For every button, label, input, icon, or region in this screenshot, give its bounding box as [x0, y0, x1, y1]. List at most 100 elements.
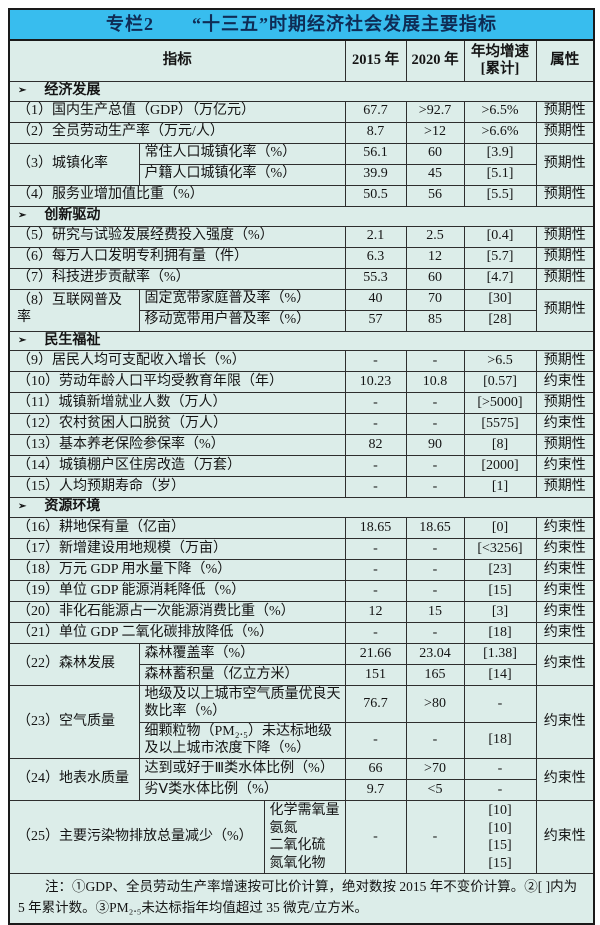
row24-sub1-2015: 66 — [344, 758, 407, 781]
row23-attribute: 约束性 — [535, 685, 595, 760]
row25-2020: - — [405, 800, 465, 875]
row25-attribute: 约束性 — [535, 800, 595, 875]
table-row: （14）城镇棚户区住房改造（万套） - - [2000] 约束性 — [8, 455, 595, 478]
row1-label: （1）国内生产总值（GDP）（万亿元） — [8, 100, 346, 123]
row24-sub1-label: 达到或好于Ⅲ类水体比例（%） — [138, 758, 346, 781]
row12-growth: [5575] — [463, 413, 537, 436]
row20-label: （20）非化石能源占一次能源消费比重（%） — [8, 601, 346, 624]
row19-growth: [15] — [463, 580, 537, 603]
row8-sub1-2020: 70 — [405, 288, 465, 311]
row13-2015: 82 — [344, 434, 407, 457]
row10-2015: 10.23 — [344, 371, 407, 394]
row20-2020: 15 — [405, 601, 465, 624]
row24-sub2-2015: 9.7 — [344, 779, 407, 802]
row5-2020: 2.5 — [405, 225, 465, 248]
row22-sub2-label: 森林蓄积量（亿立方米） — [138, 664, 346, 687]
row10-growth: [0.57] — [463, 371, 537, 394]
row13-attribute: 预期性 — [535, 434, 595, 457]
row3-sub1-2020: 60 — [405, 142, 465, 165]
row25-2015: - — [344, 800, 407, 875]
section-row-livelihood: ➢ 民生福祉 — [8, 330, 595, 352]
row16-growth: [0] — [463, 517, 537, 540]
row15-2015: - — [344, 476, 407, 499]
row16-2020: 18.65 — [405, 517, 465, 540]
col-header-growth: 年均增速 [累计] — [463, 39, 537, 82]
row7-attribute: 预期性 — [535, 267, 595, 290]
row15-label: （15）人均预期寿命（岁） — [8, 476, 346, 499]
row4-2020: 56 — [405, 184, 465, 207]
row23-sub1-2020: >80 — [405, 685, 465, 723]
table-row: （13）基本养老保险参保率（%） 82 90 [8] 预期性 — [8, 434, 595, 457]
section-title-innovation: 创新驱动 — [44, 207, 101, 223]
col-header-indicator: 指标 — [8, 39, 346, 82]
row18-2015: - — [344, 559, 407, 582]
row2-attribute: 预期性 — [535, 121, 595, 144]
row9-2015: - — [344, 350, 407, 373]
table-row: （11）城镇新增就业人数（万人） - - [>5000] 预期性 — [8, 392, 595, 415]
row8-sub2-2015: 57 — [344, 309, 407, 332]
table-row: （8）互联网普及率 固定宽带家庭普及率（%） 40 70 [30] 预期性 — [8, 288, 595, 332]
row21-growth: [18] — [463, 622, 537, 645]
row17-label: （17）新增建设用地规模（万亩） — [8, 538, 346, 561]
row1-attribute: 预期性 — [535, 100, 595, 123]
row24-sub2-2020: <5 — [405, 779, 465, 802]
row7-2015: 55.3 — [344, 267, 407, 290]
table-row: （15）人均预期寿命（岁） - - [1] 预期性 — [8, 476, 595, 499]
row18-label: （18）万元 GDP 用水量下降（%） — [8, 559, 346, 582]
table-row: （2）全员劳动生产率（万元/人） 8.7 >12 >6.6% 预期性 — [8, 121, 595, 144]
row14-label: （14）城镇棚户区住房改造（万套） — [8, 455, 346, 478]
row12-2020: - — [405, 413, 465, 436]
row12-attribute: 约束性 — [535, 413, 595, 436]
table-row: （25）主要污染物排放总量减少（%） 化学需氧量 氨氮 二氧化硫 氮氧化物 - … — [8, 800, 595, 875]
row10-label: （10）劳动年龄人口平均受教育年限（年） — [8, 371, 346, 394]
row4-growth: [5.5] — [463, 184, 537, 207]
section-title-livelihood: 民生福祉 — [44, 332, 101, 348]
table-header-row: 指标 2015 年 2020 年 年均增速 [累计] 属性 — [8, 39, 595, 82]
row6-2020: 12 — [405, 246, 465, 269]
row8-sub2-2020: 85 — [405, 309, 465, 332]
section-row-economy: ➢ 经济发展 — [8, 81, 595, 102]
section-row-innovation: ➢ 创新驱动 — [8, 205, 595, 227]
row24-sub2-label: 劣Ⅴ类水体比例（%） — [138, 779, 346, 802]
table-row: （10）劳动年龄人口平均受教育年限（年） 10.23 10.8 [0.57] 约… — [8, 371, 595, 394]
row9-growth: >6.5 — [463, 350, 537, 373]
row22-sub1-label: 森林覆盖率（%） — [138, 643, 346, 666]
row8-sub1-2015: 40 — [344, 288, 407, 311]
row11-growth: [>5000] — [463, 392, 537, 415]
row20-growth: [3] — [463, 601, 537, 624]
table-row: （5）研究与试验发展经费投入强度（%） 2.1 2.5 [0.4] 预期性 — [8, 225, 595, 248]
row16-2015: 18.65 — [344, 517, 407, 540]
table-row: 劣Ⅴ类水体比例（%） 9.7 <5 - — [9, 779, 594, 802]
row4-attribute: 预期性 — [535, 184, 595, 207]
table-row: （16）耕地保有量（亿亩） 18.65 18.65 [0] 约束性 — [8, 517, 595, 540]
table-row: （6）每万人口发明专利拥有量（件） 6.3 12 [5.7] 预期性 — [8, 246, 595, 269]
table-row: 森林蓄积量（亿立方米） 151 165 [14] — [9, 664, 594, 687]
row14-2015: - — [344, 455, 407, 478]
row23-sub1-2015: 76.7 — [344, 685, 407, 723]
row22-sub2-2020: 165 — [405, 664, 465, 687]
row1-growth: >6.5% — [463, 100, 537, 123]
row8-sub2-growth: [28] — [463, 309, 537, 332]
row22-sub2-2015: 151 — [344, 664, 407, 687]
row10-2020: 10.8 — [405, 371, 465, 394]
table-row: （17）新增建设用地规模（万亩） - - [<3256] 约束性 — [8, 538, 595, 561]
row5-label: （5）研究与试验发展经费投入强度（%） — [8, 225, 346, 248]
row6-growth: [5.7] — [463, 246, 537, 269]
row17-2020: - — [405, 538, 465, 561]
row22-attribute: 约束性 — [535, 643, 595, 687]
row23-sub2-2015: - — [344, 721, 407, 760]
row3-sub1-2015: 56.1 — [344, 142, 407, 165]
row20-attribute: 约束性 — [535, 601, 595, 624]
section-arrow-icon: ➢ — [18, 501, 27, 513]
row7-label: （7）科技进步贡献率（%） — [8, 267, 346, 290]
row14-attribute: 约束性 — [535, 455, 595, 478]
page-title: 专栏2 “十三五”时期经济社会发展主要指标 — [7, 8, 596, 41]
row11-label: （11）城镇新增就业人数（万人） — [8, 392, 346, 415]
table-row: （3）城镇化率 常住人口城镇化率（%） 56.1 60 [3.9] 预期性 — [8, 142, 595, 186]
row25-growth: [10] [10] [15] [15] — [463, 800, 537, 875]
row3-sub2-2015: 39.9 — [344, 163, 407, 186]
table-row: （20）非化石能源占一次能源消费比重（%） 12 15 [3] 约束性 — [8, 601, 595, 624]
row10-attribute: 约束性 — [535, 371, 595, 394]
table-row: （22）森林发展 森林覆盖率（%） 21.66 23.04 [1.38] 约束性 — [8, 643, 595, 687]
